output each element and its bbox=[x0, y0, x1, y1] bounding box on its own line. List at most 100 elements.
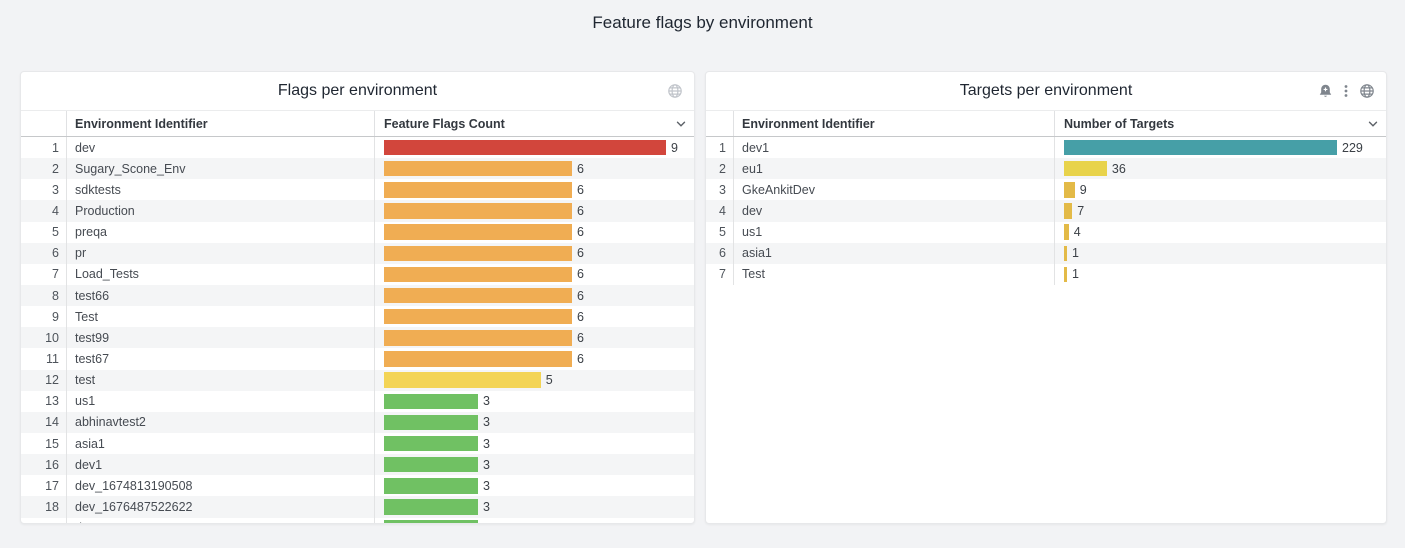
table-row: 1 dev1 229 bbox=[706, 137, 1386, 159]
bar-value: 229 bbox=[1342, 140, 1363, 155]
bar-cell: 1 bbox=[1054, 242, 1386, 264]
row-index: 5 bbox=[719, 225, 726, 240]
globe-icon[interactable] bbox=[667, 83, 683, 99]
row-index: 3 bbox=[52, 182, 59, 197]
bar-cell: 5 bbox=[374, 369, 694, 391]
table-row: 3 GkeAnkitDev 9 bbox=[706, 179, 1386, 201]
bar-cell: 3 bbox=[374, 454, 694, 476]
table-row: 2 Sugary_Scone_Env 6 bbox=[21, 158, 694, 180]
bar-gauge bbox=[1064, 139, 1337, 156]
kebab-menu-icon[interactable] bbox=[1344, 83, 1348, 99]
bar-gauge bbox=[384, 266, 572, 283]
bar-value: 1 bbox=[1072, 267, 1079, 282]
bar-cell: 4 bbox=[1054, 221, 1386, 243]
row-index: 16 bbox=[45, 457, 59, 472]
bar-cell: 3 bbox=[374, 496, 694, 518]
environment-name-cell: dev bbox=[733, 200, 1054, 222]
row-index-header bbox=[21, 111, 66, 136]
row-index: 3 bbox=[719, 182, 726, 197]
environment-name-cell: dev_1676487522622 bbox=[66, 496, 374, 518]
environment-name-cell: Test bbox=[66, 306, 374, 328]
bar-gauge bbox=[384, 372, 541, 388]
bar-gauge bbox=[384, 139, 666, 156]
bar-value: 4 bbox=[1073, 225, 1081, 240]
bar-gauge bbox=[384, 520, 478, 523]
bar-value: 6 bbox=[577, 246, 584, 261]
environment-name-cell: dev1 bbox=[66, 454, 374, 476]
panel-header-icons bbox=[1318, 72, 1375, 110]
column-header-environment[interactable]: Environment Identifier bbox=[66, 111, 374, 136]
chevron-down-icon[interactable] bbox=[1367, 118, 1379, 130]
row-index: 2 bbox=[52, 161, 59, 176]
panel-title[interactable]: Flags per environment bbox=[277, 82, 438, 99]
panel-header-icons bbox=[667, 72, 683, 110]
environment-name-cell: dev1 bbox=[733, 137, 1054, 159]
table-row: 7 Test 1 bbox=[706, 263, 1386, 285]
environment-name-cell: GkeAnkitDev bbox=[733, 179, 1054, 201]
environment-name-cell: Load_Tests bbox=[66, 263, 374, 285]
chevron-down-icon[interactable] bbox=[675, 118, 687, 130]
bar-gauge bbox=[384, 393, 478, 409]
environment-name-cell: dev_1676487546612 bbox=[66, 517, 374, 523]
bar-gauge bbox=[1064, 224, 1069, 240]
table-row: 13 us1 3 bbox=[21, 390, 694, 412]
row-index: 19 bbox=[21, 518, 66, 523]
row-index: 4 bbox=[52, 203, 59, 218]
row-index-header bbox=[706, 111, 733, 136]
bar-gauge bbox=[1064, 266, 1067, 283]
bar-cell: 6 bbox=[374, 242, 694, 264]
bar-cell: 6 bbox=[374, 158, 694, 180]
globe-icon[interactable] bbox=[1359, 83, 1375, 99]
table-row: 17 dev_1674813190508 3 bbox=[21, 475, 694, 497]
table-row: 5 preqa 6 bbox=[21, 221, 694, 243]
table-row: 14 abhinavtest2 3 bbox=[21, 411, 694, 433]
bar-value: 6 bbox=[577, 288, 584, 303]
bar-cell: 3 bbox=[374, 411, 694, 433]
bar-gauge bbox=[384, 478, 478, 494]
bar-value: 6 bbox=[577, 351, 584, 366]
table-row: 6 asia1 1 bbox=[706, 242, 1386, 264]
table-row: 7 Load_Tests 6 bbox=[21, 263, 694, 285]
bar-gauge bbox=[1064, 182, 1075, 198]
row-index: 15 bbox=[45, 436, 59, 451]
bar-gauge bbox=[384, 499, 478, 515]
bar-cell: 229 bbox=[1054, 137, 1386, 159]
bar-gauge bbox=[1064, 203, 1073, 219]
bar-value: 6 bbox=[577, 182, 584, 197]
column-header-flags-count[interactable]: Feature Flags Count bbox=[374, 111, 694, 136]
table-row: 4 dev 7 bbox=[706, 200, 1386, 222]
bar-value: 3 bbox=[483, 415, 490, 430]
bar-value: 9 bbox=[1079, 182, 1087, 197]
environment-name-cell: abhinavtest2 bbox=[66, 411, 374, 433]
alert-bell-icon[interactable] bbox=[1318, 83, 1333, 99]
table-row: 5 us1 4 bbox=[706, 221, 1386, 243]
bar-cell: 3 bbox=[374, 475, 694, 497]
table-header-row: Environment Identifier Number of Targets bbox=[706, 110, 1386, 137]
bar-gauge bbox=[384, 245, 572, 262]
bar-value: 6 bbox=[577, 267, 584, 282]
bar-value: 6 bbox=[577, 203, 584, 218]
environment-name-cell: dev_1674813190508 bbox=[66, 475, 374, 497]
column-header-environment[interactable]: Environment Identifier bbox=[733, 111, 1054, 136]
table-body: 1 dev1 229 2 eu1 36 3 GkeAnkitDev 9 4 dev 7 5 us1 4 6 as… bbox=[706, 137, 1386, 523]
row-index: 10 bbox=[45, 330, 59, 345]
column-header-targets-count[interactable]: Number of Targets bbox=[1054, 111, 1386, 136]
bar-value: 6 bbox=[577, 330, 584, 345]
bar-cell: 1 bbox=[1054, 263, 1386, 285]
row-index: 1 bbox=[52, 140, 59, 155]
bar-gauge bbox=[1064, 245, 1067, 262]
panel-title[interactable]: Targets per environment bbox=[959, 82, 1133, 99]
column-header-label: Feature Flags Count bbox=[384, 116, 505, 131]
bar-cell: 6 bbox=[374, 284, 694, 307]
bar-cell: 6 bbox=[374, 327, 694, 349]
panel-flags-per-environment: Flags per environment Environment Identi… bbox=[20, 71, 695, 524]
panel-header: Targets per environment bbox=[706, 72, 1386, 110]
bar-cell: 36 bbox=[1054, 158, 1386, 180]
bar-value: 6 bbox=[577, 309, 584, 324]
bar-value: 36 bbox=[1111, 161, 1126, 176]
environment-name-cell: asia1 bbox=[66, 432, 374, 455]
environment-name-cell: us1 bbox=[733, 221, 1054, 243]
bar-gauge bbox=[384, 414, 478, 431]
bar-cell: 3 bbox=[374, 517, 694, 523]
table-row: 12 test 5 bbox=[21, 369, 694, 391]
